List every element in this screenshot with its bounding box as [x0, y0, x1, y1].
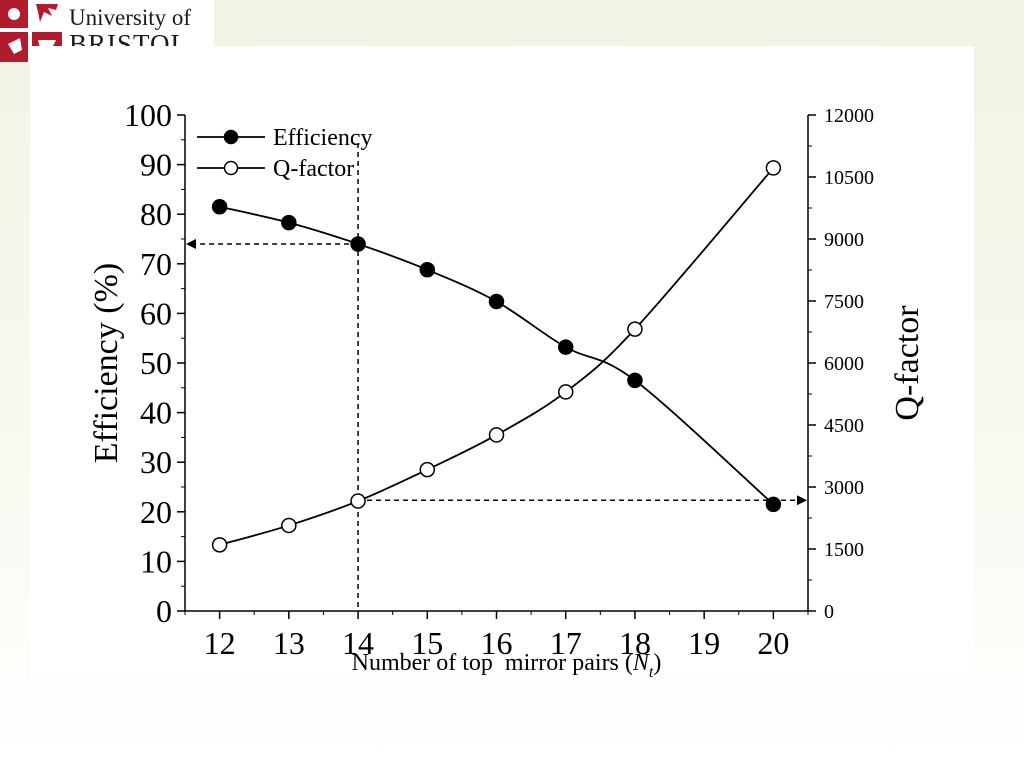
x-tick-label: 18 [619, 625, 651, 661]
efficiency-point [488, 293, 505, 310]
qfactor-point [627, 321, 643, 337]
x-axis-label: Number of top mirror pairs (Nt) [352, 650, 662, 678]
efficiency-point [281, 214, 297, 231]
y-tick-label: 70 [140, 246, 172, 282]
efficiency-point [765, 496, 782, 513]
x-tick-label: 16 [481, 625, 513, 661]
y-axis-label: Efficiency (%) [88, 263, 125, 463]
efficiency-point [350, 236, 366, 252]
x-tick-label: 19 [688, 625, 720, 661]
chart-panel: 12 13 14 15 16 17 18 19 20 0 10 20 30 40 50 60 70 80 90 100… [30, 46, 974, 678]
y2-tick-label: 9000 [824, 229, 864, 251]
university-logo: University of BRISTOL [0, 0, 214, 62]
y-tick-label: 90 [140, 147, 172, 183]
y2-axis-label: Q-factor [889, 305, 926, 421]
y-tick-label: 80 [140, 196, 172, 232]
qfactor-point [281, 517, 297, 534]
y2-tick-label: 1500 [824, 539, 864, 561]
y2-tick-label: 12000 [824, 105, 874, 127]
x-axis-label-text: Number of top mirror pairs ( [352, 650, 633, 676]
x-tick-label: 13 [273, 625, 305, 661]
qfactor-point [350, 493, 366, 509]
x-tick-label: 14 [342, 625, 374, 661]
qfactor-point [557, 384, 574, 400]
y2-tick-label: 10500 [824, 167, 874, 189]
legend-label: Efficiency [273, 125, 373, 151]
x-tick-label: 20 [757, 625, 789, 661]
legend-entry: Efficiency [197, 125, 373, 151]
efficiency-point [419, 262, 436, 278]
y2-tick-label: 4500 [824, 415, 864, 437]
x-axis-label-variable: N [632, 650, 651, 676]
efficiency-point [557, 339, 574, 355]
y-tick-label: 50 [140, 345, 172, 381]
y-tick-label: 0 [156, 593, 172, 629]
y-tick-label: 40 [140, 395, 172, 431]
x-tick-label: 17 [550, 625, 582, 661]
x-axis-label-subscript: t [649, 664, 654, 678]
legend-label: Q-factor [273, 156, 354, 182]
x-tick-label: 15 [411, 625, 443, 661]
qfactor-point [765, 160, 782, 176]
series-line-qfactor [219, 167, 775, 546]
efficiency-point [627, 372, 643, 389]
qfactor-point [211, 537, 228, 553]
y-tick-label: 10 [140, 543, 172, 579]
x-tick-label: 12 [204, 625, 236, 661]
y2-tick-label: 0 [824, 601, 834, 623]
y-tick-label: 20 [140, 494, 172, 530]
y-tick-label: 60 [140, 295, 172, 331]
efficiency-qfactor-chart: 12 13 14 15 16 17 18 19 20 0 10 20 30 40 50 60 70 80 90 100… [88, 97, 926, 678]
x-axis-label-close: ) [653, 650, 661, 676]
qfactor-point [419, 461, 436, 478]
logo-line-1: University of [69, 5, 192, 30]
y-tick-label: 100 [124, 97, 172, 133]
legend-marker [223, 160, 239, 176]
qfactor-point [488, 427, 505, 443]
y-tick-label: 30 [140, 444, 172, 480]
legend-entry: Q-factor [197, 156, 354, 182]
legend-marker [223, 129, 239, 145]
efficiency-point [211, 199, 228, 215]
series-line-efficiency [219, 205, 774, 506]
y2-tick-label: 3000 [824, 477, 864, 499]
y2-tick-label: 6000 [824, 353, 864, 375]
y2-tick-label: 7500 [824, 291, 864, 313]
